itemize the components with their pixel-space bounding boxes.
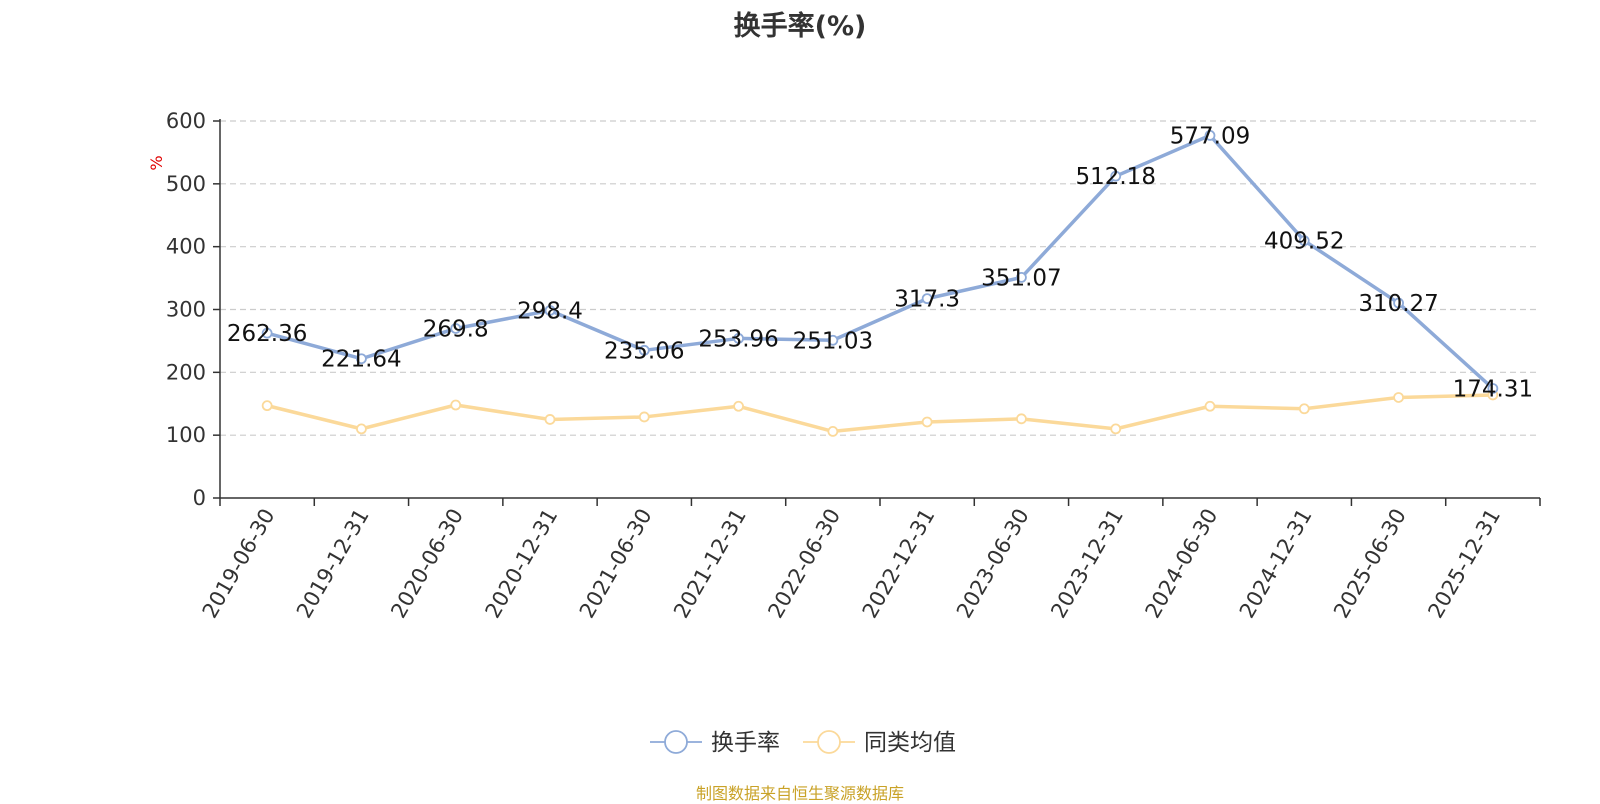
- data-label: 235.06: [604, 338, 684, 364]
- x-tick-label: 2022-06-30: [763, 505, 845, 623]
- y-tick-label: 600: [166, 109, 206, 133]
- legend-label: 换手率: [711, 730, 780, 756]
- data-point: [638, 411, 650, 423]
- data-label: 251.03: [793, 328, 873, 354]
- y-tick-label: 0: [193, 486, 206, 510]
- data-point: [544, 305, 556, 316]
- data-point: [921, 416, 933, 428]
- data-point: [1393, 297, 1404, 309]
- data-point: [356, 423, 367, 435]
- data-label: 262.36: [227, 321, 307, 347]
- x-tick-label: 2022-12-31: [858, 505, 940, 623]
- chart-title: 换手率(%): [733, 11, 867, 42]
- data-point: [827, 425, 839, 437]
- x-tick-label: 2021-12-31: [669, 505, 751, 623]
- data-label: 269.8: [423, 316, 489, 342]
- data-point: [1204, 400, 1216, 412]
- data-point: [827, 334, 839, 346]
- x-tick-label: 2024-06-30: [1141, 505, 1223, 623]
- data-point: [1204, 129, 1216, 141]
- data-point: [544, 414, 556, 425]
- x-tick-label: 2023-12-31: [1046, 505, 1128, 623]
- series: [261, 129, 1499, 437]
- data-point: [1110, 170, 1122, 182]
- x-tick-label: 2024-12-31: [1235, 505, 1317, 623]
- data-label: 512.18: [1075, 164, 1155, 190]
- data-point: [921, 293, 933, 305]
- legend-swatch-marker: [664, 730, 688, 754]
- data-label: 174.31: [1453, 376, 1533, 402]
- grid-lines: [220, 120, 1540, 436]
- data-point: [261, 327, 273, 339]
- y-axis-label: %: [147, 155, 166, 170]
- legend-swatch-marker: [817, 730, 841, 754]
- series-line: [266, 133, 1495, 390]
- y-tick-label: 500: [166, 172, 206, 196]
- legend-item[interactable]: 同类均值: [803, 730, 956, 756]
- data-point: [638, 344, 650, 356]
- data-point: [261, 400, 273, 412]
- x-tick-label: 2019-12-31: [292, 505, 374, 623]
- x-tick-label: 2021-06-30: [575, 505, 657, 623]
- y-tick-label: 100: [166, 423, 206, 447]
- data-point: [356, 353, 367, 365]
- x-tick-label: 2025-06-30: [1329, 505, 1411, 623]
- data-label: 310.27: [1358, 291, 1438, 317]
- data-label: 253.96: [698, 326, 778, 352]
- series-line: [266, 393, 1493, 434]
- legend-label: 同类均值: [864, 730, 956, 756]
- data-point: [1016, 272, 1027, 283]
- data-point: [733, 400, 744, 412]
- data-label: 577.09: [1170, 123, 1250, 149]
- data-point: [1487, 383, 1499, 394]
- data-label: 317.3: [894, 287, 960, 313]
- y-tick-label: 200: [166, 360, 206, 384]
- data-point: [450, 399, 462, 411]
- x-tick-label: 2025-12-31: [1423, 505, 1505, 623]
- x-tick-label: 2023-06-30: [952, 505, 1034, 623]
- data-label: 221.64: [321, 347, 401, 373]
- data-point: [450, 323, 462, 334]
- data-label: 351.07: [981, 265, 1061, 291]
- data-point: [1298, 403, 1310, 415]
- x-tick-label: 2019-06-30: [198, 505, 280, 623]
- data-point: [1110, 423, 1122, 435]
- data-label: 298.4: [517, 299, 583, 325]
- legend-item[interactable]: 换手率: [650, 730, 780, 756]
- legend[interactable]: 换手率 同类均值: [650, 730, 956, 756]
- source-note: 制图数据来自恒生聚源数据库: [695, 784, 904, 803]
- y-tick-label: 300: [166, 298, 206, 322]
- data-label: 409.52: [1264, 229, 1344, 255]
- data-point: [1298, 235, 1310, 247]
- data-labels: 262.36 221.64 269.8 298.4 235.06 253.96 251.03…: [227, 123, 1533, 402]
- x-tick-label: 2020-12-31: [481, 505, 563, 623]
- x-tick-label: 2020-06-30: [386, 505, 468, 623]
- data-point: [733, 333, 744, 344]
- y-tick-label: 400: [166, 235, 206, 259]
- data-point: [1016, 413, 1027, 425]
- data-point: [1393, 392, 1404, 403]
